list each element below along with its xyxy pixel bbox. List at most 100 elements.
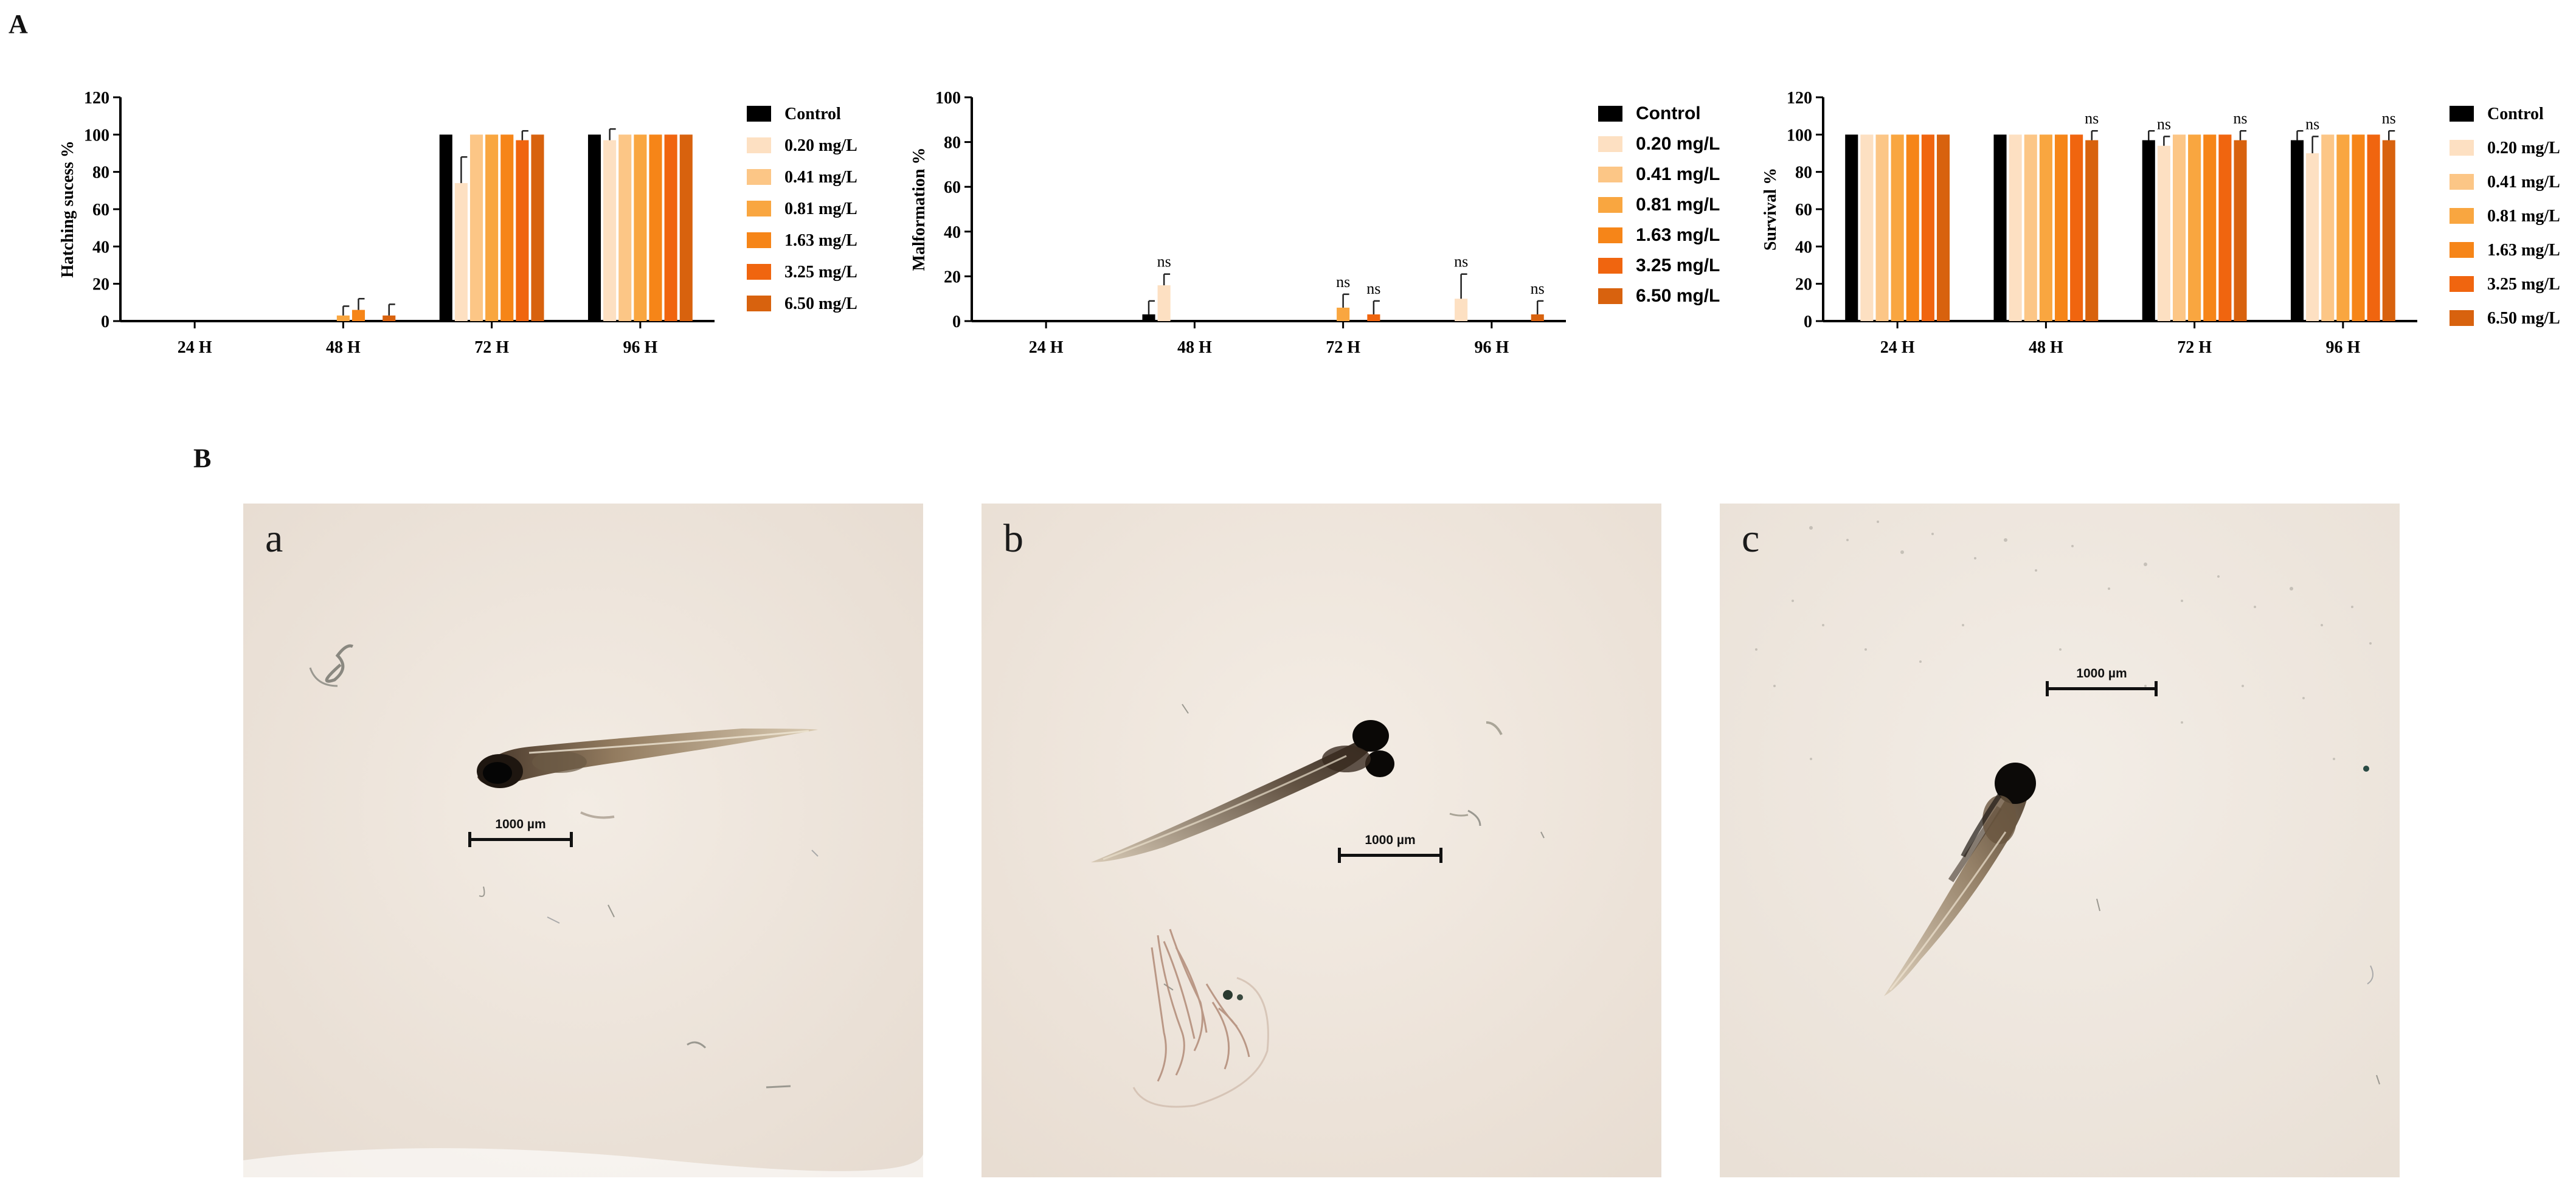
legend-swatch-control	[1598, 106, 1622, 122]
scale-bar-label-b: 1000 µm	[1365, 833, 1416, 847]
bar-0-81-mg-l-24-h	[1891, 134, 1904, 321]
x-tick-label: 72 H	[1326, 338, 1360, 357]
legend-swatch-0-20-mg-l	[747, 137, 771, 153]
legend-label-0-41-mg-l: 0.41 mg/L	[2487, 173, 2560, 192]
photo-letter-a: a	[265, 516, 283, 561]
scale-bar-c: 1000 µm	[2046, 667, 2158, 699]
legend-swatch-1-63-mg-l	[747, 232, 771, 248]
x-tick-label: 24 H	[1029, 338, 1064, 357]
larva-image-b	[982, 504, 1661, 1177]
larva-image-c	[1720, 504, 2400, 1177]
y-tick-label: 80	[944, 134, 961, 153]
larva-photo-a: a 1000 µm	[243, 504, 923, 1177]
legend-label-3-25-mg-l: 3.25 mg/L	[2487, 275, 2560, 294]
bar-6-50-mg-l-48-h	[383, 315, 396, 321]
y-tick-label: 80	[92, 164, 109, 182]
x-tick-label: 96 H	[1474, 338, 1509, 357]
bar-0-20-mg-l-72-h	[2157, 145, 2170, 321]
bar-0-81-mg-l-96-h	[2336, 134, 2350, 321]
legend-label-6-50-mg-l: 6.50 mg/L	[2487, 309, 2560, 328]
bar-0-41-mg-l-96-h	[618, 134, 632, 321]
malformation-chart: 0 20 40 60 80 100 Malformation % 24 H 48 H 72 H 96…	[910, 89, 1720, 357]
x-tick-label: 48 H	[2029, 338, 2063, 357]
legend-label-control: Control	[784, 105, 841, 123]
x-tick-label: 72 H	[2177, 338, 2212, 357]
bar-0-81-mg-l-72-h	[1337, 307, 1350, 321]
bar-3-25-mg-l-24-h	[1921, 134, 1934, 321]
significance-label: ns	[2305, 115, 2319, 133]
y-tick-label: 60	[944, 178, 961, 197]
y-axis-title: Malformation %	[910, 148, 929, 271]
legend-label-1-63-mg-l: 1.63 mg/L	[2487, 241, 2560, 260]
y-tick-label: 0	[952, 313, 961, 331]
legend-label-0-20-mg-l: 0.20 mg/L	[1636, 134, 1720, 154]
legend-label-0-41-mg-l: 0.41 mg/L	[1636, 164, 1720, 184]
legend-swatch-0-81-mg-l	[2450, 208, 2474, 224]
legend-label-0-20-mg-l: 0.20 mg/L	[2487, 139, 2560, 158]
bar-3-25-mg-l-48-h	[2070, 134, 2083, 321]
y-tick-label: 0	[101, 313, 109, 331]
legend-swatch-6-50-mg-l	[2450, 310, 2474, 326]
bar-0-20-mg-l-72-h	[454, 183, 468, 321]
bar-1-63-mg-l-24-h	[1906, 134, 1919, 321]
legend-label-control: Control	[1636, 103, 1701, 123]
legend-label-6-50-mg-l: 6.50 mg/L	[784, 294, 857, 313]
bar-control-24-h	[1845, 134, 1858, 321]
legend-label-1-63-mg-l: 1.63 mg/L	[784, 231, 857, 250]
survival-chart: 0 20 40 60 80 100 120 Survival % 24 H 48 H 72 H 96 …	[1761, 89, 2560, 357]
bar-control-48-h	[1993, 134, 2007, 321]
x-tick-label: 48 H	[1177, 338, 1212, 357]
photo-letter-b: b	[1003, 516, 1023, 561]
bar-0-81-mg-l-72-h	[2188, 134, 2201, 321]
y-tick-label: 20	[92, 275, 109, 294]
bar-6-50-mg-l-96-h	[679, 134, 693, 321]
legend-swatch-3-25-mg-l	[747, 264, 771, 280]
y-axis-title: Hatching sucess %	[58, 140, 77, 278]
significance-label: ns	[2085, 109, 2099, 127]
photo-letter-c: c	[1742, 516, 1760, 561]
y-tick-label: 40	[92, 238, 109, 257]
legend-label-control: Control	[2487, 105, 2544, 123]
legend-swatch-0-81-mg-l	[1598, 197, 1622, 213]
x-tick-label: 48 H	[326, 338, 361, 357]
significance-label: ns	[1336, 273, 1350, 291]
bar-0-20-mg-l-96-h	[2306, 153, 2319, 321]
y-tick-label: 120	[84, 89, 109, 108]
bar-0-81-mg-l-48-h	[336, 315, 350, 321]
bar-3-25-mg-l-96-h	[664, 134, 677, 321]
significance-label: ns	[2233, 109, 2247, 127]
y-tick-label: 40	[1795, 238, 1812, 257]
legend-swatch-0-41-mg-l	[2450, 174, 2474, 190]
bar-0-41-mg-l-72-h	[469, 134, 483, 321]
x-tick-label: 24 H	[1880, 338, 1915, 357]
bar-0-81-mg-l-72-h	[485, 134, 499, 321]
scale-bar-label-a: 1000 µm	[495, 817, 546, 831]
bar-0-20-mg-l-96-h	[1455, 299, 1468, 321]
bar-control-48-h	[1142, 314, 1155, 321]
bar-0-41-mg-l-48-h	[2024, 134, 2037, 321]
bar-3-25-mg-l-72-h	[1367, 314, 1380, 321]
significance-label: ns	[2382, 109, 2396, 127]
significance-label: ns	[1454, 253, 1468, 271]
bar-3-25-mg-l-72-h	[2218, 134, 2232, 321]
bar-1-63-mg-l-72-h	[500, 134, 514, 321]
legend-swatch-3-25-mg-l	[1598, 258, 1622, 274]
y-tick-label: 100	[84, 126, 109, 145]
bar-6-50-mg-l-96-h	[1531, 314, 1544, 321]
panel-label-a: A	[9, 9, 28, 39]
y-tick-label: 60	[92, 201, 109, 220]
legend-label-0-81-mg-l: 0.81 mg/L	[784, 199, 857, 218]
x-tick-label: 72 H	[474, 338, 509, 357]
legend-label-1-63-mg-l: 1.63 mg/L	[1636, 225, 1720, 245]
y-axis-title: Survival %	[1761, 168, 1780, 251]
bar-control-96-h	[587, 134, 601, 321]
x-tick-label: 96 H	[2325, 338, 2360, 357]
legend-swatch-3-25-mg-l	[2450, 276, 2474, 292]
larva-photo-c: c 1000 µm	[1720, 504, 2400, 1177]
significance-label: ns	[1366, 280, 1380, 297]
bar-6-50-mg-l-72-h	[2234, 140, 2247, 321]
legend-swatch-1-63-mg-l	[1598, 227, 1622, 243]
bar-6-50-mg-l-96-h	[2382, 140, 2395, 321]
legend-swatch-control	[2450, 106, 2474, 122]
legend-swatch-6-50-mg-l	[747, 296, 771, 311]
